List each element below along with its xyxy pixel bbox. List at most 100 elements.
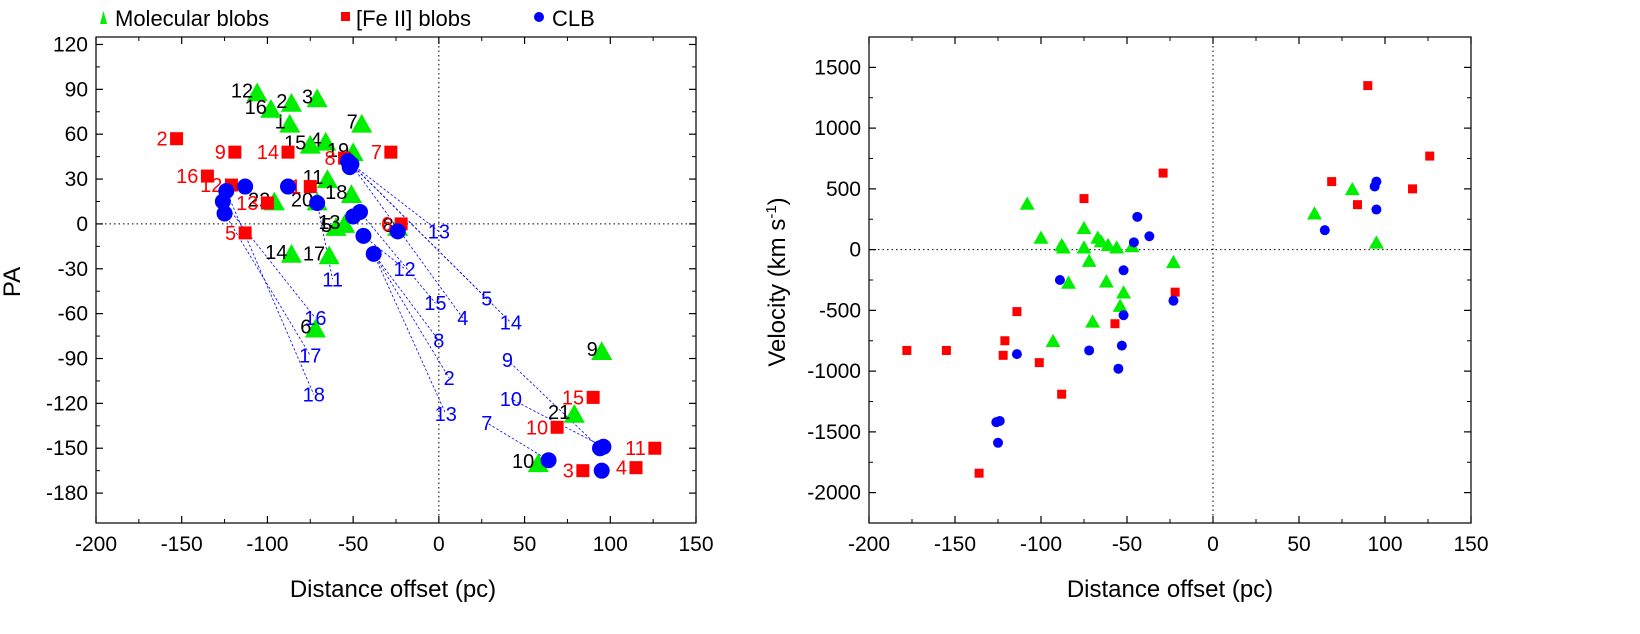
velocity-y-tick-label: 1000 xyxy=(814,117,861,140)
clb-guide-line xyxy=(316,202,333,280)
fe-blob-marker xyxy=(1158,168,1168,178)
pa-y-tick-label: 0 xyxy=(76,213,88,236)
molecular-blob-label: 2 xyxy=(276,91,287,113)
pa-chart-markers: 1234567891011121314151617181920212212345… xyxy=(156,80,662,483)
molecular-blob-label: 10 xyxy=(512,451,534,473)
clb-marker xyxy=(1113,363,1124,374)
fe-blob-marker xyxy=(260,196,274,210)
molecular-blob-marker xyxy=(591,341,613,360)
pa-chart-guide-lines xyxy=(222,160,604,461)
fe-blob-marker xyxy=(170,132,184,146)
velocity-x-tick-label: -200 xyxy=(848,533,890,556)
molecular-blob-label: 8 xyxy=(383,215,394,237)
molecular-blob-marker xyxy=(1344,181,1360,196)
pa-x-tick-label: -100 xyxy=(246,533,288,556)
pa-chart-reference-lines xyxy=(96,37,696,523)
clb-marker xyxy=(237,178,254,195)
molecular-blob-label: 7 xyxy=(347,112,358,134)
clb-guide-line xyxy=(373,253,450,379)
fe-blob-marker xyxy=(281,145,295,159)
fe-blob-marker xyxy=(1408,184,1418,194)
fe-blob-marker xyxy=(384,145,398,159)
clb-annotation-label: 14 xyxy=(500,313,522,335)
fe-blob-marker xyxy=(902,345,912,355)
molecular-blob-label: 4 xyxy=(311,130,322,152)
fe-blob-marker xyxy=(1000,336,1010,346)
clb-marker xyxy=(993,437,1003,448)
pa-y-tick-label: 30 xyxy=(65,168,88,191)
clb-annotation-label: 13 xyxy=(435,404,457,426)
pa-y-tick-label: -150 xyxy=(46,437,88,460)
molecular-blob-label: 1 xyxy=(275,112,286,134)
fe-blob-marker xyxy=(1079,194,1089,204)
clb-annotation-label: 9 xyxy=(502,350,513,372)
legend-label-clb: CLB xyxy=(552,6,595,31)
fe-blob-label: 4 xyxy=(616,458,627,480)
velocity-y-label-sup: -1 xyxy=(763,205,780,218)
pa-chart: 1234567891011121314151617181920212212345… xyxy=(0,33,714,603)
clb-marker xyxy=(345,208,362,225)
fe-blob-marker xyxy=(238,226,252,240)
legend-item-fe: [Fe II] blobs xyxy=(341,6,471,31)
clb-annotation-label: 12 xyxy=(393,259,415,281)
fe-blob-label: 14 xyxy=(257,142,279,164)
velocity-chart-axes: -200 -150 -100 -50 0 50 100 150-2000-1500-1000-… xyxy=(807,36,1489,556)
fe-blob-label: 13 xyxy=(236,193,258,215)
fe-blob-label: 15 xyxy=(562,387,584,409)
clb-marker xyxy=(218,183,235,200)
molecular-blob-marker xyxy=(1076,220,1092,235)
fe-blob-label: 5 xyxy=(225,223,236,245)
molecular-blob-label: 16 xyxy=(245,97,267,119)
clb-marker xyxy=(1371,204,1382,215)
clb-annotation-label: 2 xyxy=(444,368,455,390)
molecular-blob-marker xyxy=(1045,333,1061,348)
fe-blob-marker xyxy=(576,464,590,478)
velocity-x-axis-label: Distance offset (pc) xyxy=(1067,576,1273,603)
molecular-blob-marker xyxy=(299,134,321,154)
clb-marker xyxy=(309,194,326,211)
clb-marker xyxy=(280,178,296,195)
pa-x-tick-label: -150 xyxy=(161,533,203,556)
clb-guide-line xyxy=(224,213,311,356)
pa-y-tick-label: 60 xyxy=(65,123,88,146)
clb-annotation-label: 16 xyxy=(304,308,326,330)
molecular-blob-label: 6 xyxy=(300,317,311,339)
clb-marker xyxy=(1118,310,1129,321)
molecular-blob-marker xyxy=(1019,196,1035,210)
velocity-chart-reference-lines xyxy=(869,37,1471,523)
legend-circle-marker xyxy=(534,12,544,22)
molecular-blob-label: 18 xyxy=(325,182,347,204)
clb-annotation-label: 8 xyxy=(433,331,444,353)
pa-y-tick-label: -180 xyxy=(46,482,88,505)
fe-blob-marker xyxy=(586,390,600,404)
pa-x-tick-label: 150 xyxy=(678,533,713,556)
fe-blob-marker xyxy=(1170,287,1180,297)
fe-blob-marker xyxy=(303,180,317,194)
legend-triangle-marker xyxy=(100,11,107,24)
clb-marker xyxy=(994,415,1005,426)
clb-guide-line xyxy=(347,160,440,232)
clb-marker xyxy=(355,227,372,244)
clb-guide-line xyxy=(486,422,549,461)
fe-blob-marker xyxy=(200,169,214,183)
molecular-blob-marker xyxy=(279,113,301,133)
pa-x-tick-label: -50 xyxy=(338,533,368,556)
clb-marker xyxy=(595,438,612,455)
molecular-blob-marker xyxy=(280,92,302,112)
velocity-x-tick-label: -100 xyxy=(1020,533,1062,556)
molecular-blob-marker xyxy=(318,245,340,265)
pa-y-tick-label: -60 xyxy=(58,303,88,326)
fe-blob-marker xyxy=(629,461,643,475)
molecular-blob-label: 20 xyxy=(291,189,313,211)
clb-guide-line xyxy=(373,253,447,415)
clb-marker xyxy=(1168,295,1179,306)
clb-marker xyxy=(1319,225,1330,236)
clb-annotation-label: 11 xyxy=(322,269,343,291)
clb-marker xyxy=(341,159,358,176)
molecular-blob-marker xyxy=(1081,253,1097,267)
molecular-blob-label: 3 xyxy=(302,86,313,108)
fe-blob-marker xyxy=(1110,319,1120,329)
clb-annotation-label: 15 xyxy=(424,293,446,315)
clb-marker xyxy=(1128,237,1139,248)
clb-marker xyxy=(1132,211,1143,222)
